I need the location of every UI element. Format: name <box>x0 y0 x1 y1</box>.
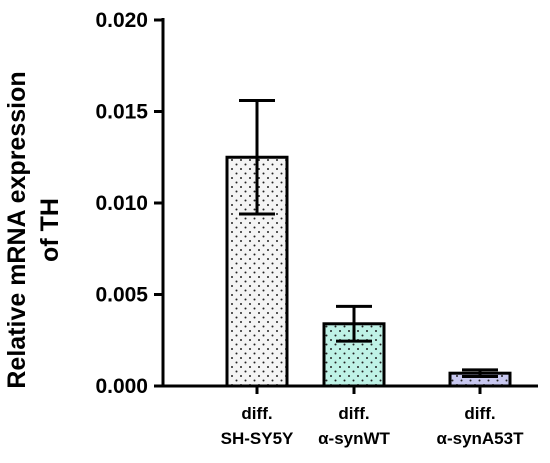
y-axis-title: Relative mRNA expression of TH <box>3 71 64 388</box>
category-label-line2: SH-SY5Y <box>221 429 294 448</box>
y-tick-label: 0.010 <box>95 192 148 215</box>
y-tick-label: 0.020 <box>95 9 148 32</box>
error-bar-1 <box>239 99 275 216</box>
error-bar-2 <box>336 304 372 343</box>
y-tick-label: 0.000 <box>95 375 148 398</box>
category-label-line1: diff. <box>338 404 369 423</box>
x-ticks-group: diff. SH-SY5Y diff. α-synWT diff. α-synA53T <box>221 386 524 448</box>
y-tick-label: 0.005 <box>95 284 148 307</box>
error-bars-group <box>239 99 498 378</box>
category-label-line2: α-synA53T <box>437 429 525 448</box>
category-label-line1: diff. <box>241 404 272 423</box>
y-ticks-group: 0.000 0.005 0.010 0.015 0.020 <box>95 9 163 398</box>
y-tick-label: 0.015 <box>95 101 148 124</box>
bars-group <box>225 155 512 388</box>
y-axis-title-line1: Relative mRNA expression <box>3 71 31 388</box>
category-label-line1: diff. <box>464 404 495 423</box>
y-axis-title-line2: of TH <box>36 198 64 262</box>
error-bar-3 <box>462 368 498 378</box>
category-label-line2: α-synWT <box>318 429 390 448</box>
